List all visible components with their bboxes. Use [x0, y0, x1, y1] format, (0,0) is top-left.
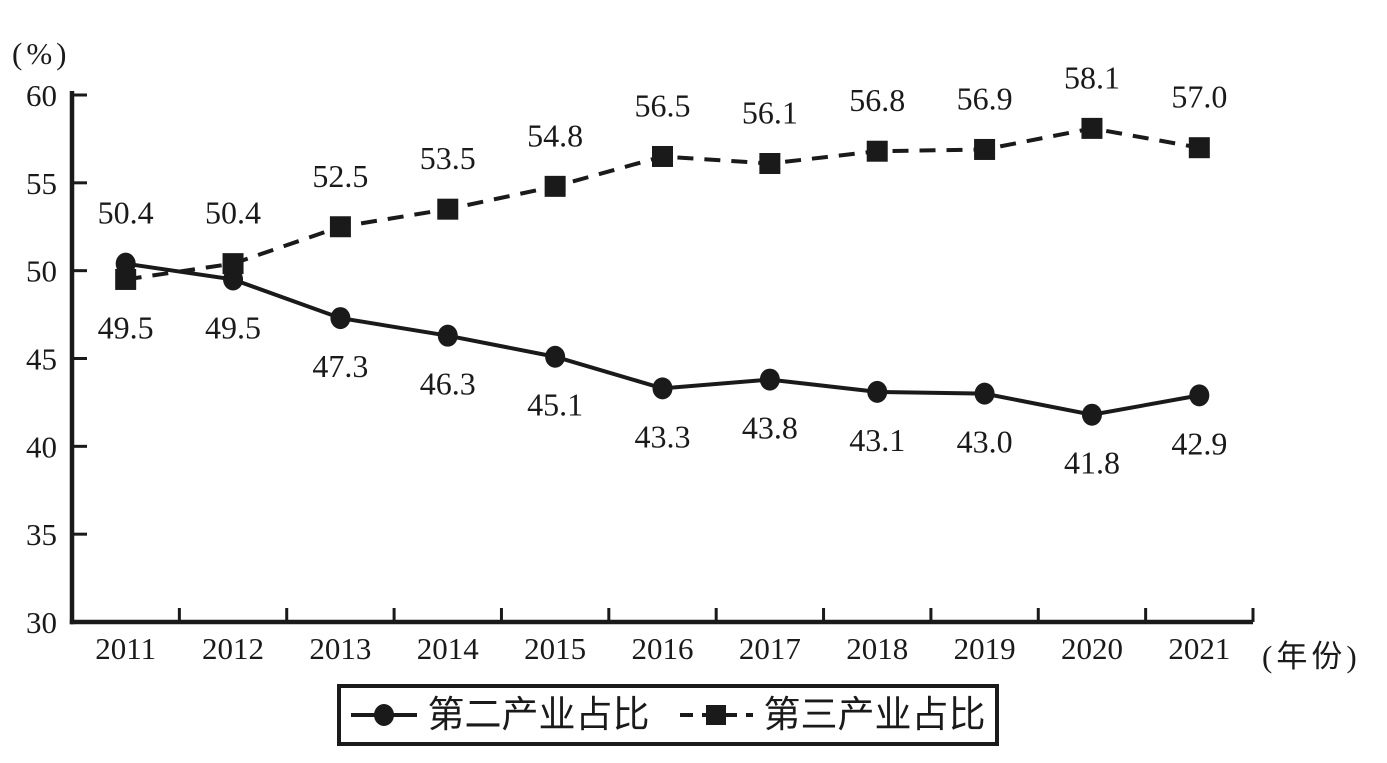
- series-1-data-label: 47.3: [312, 348, 368, 384]
- series-1-data-label: 43.8: [742, 410, 798, 446]
- series-1-marker-circle: [1189, 384, 1210, 407]
- legend-label-tertiary-industry: 第三产业占比: [763, 694, 986, 736]
- y-axis-unit-label: (%): [12, 36, 71, 71]
- series-2-marker-square: [1188, 137, 1210, 159]
- series-1-data-label: 43.0: [957, 424, 1013, 460]
- series-1-data-label: 42.9: [1171, 425, 1227, 461]
- series-1-data-label: 45.1: [527, 387, 583, 423]
- x-category-label: 2017: [739, 631, 801, 666]
- series-2-marker-square: [974, 138, 996, 160]
- legend-label-secondary-industry: 第二产业占比: [427, 694, 650, 736]
- series-1-marker-circle: [330, 307, 351, 330]
- x-category-label: 2014: [417, 631, 480, 666]
- x-category-label: 2019: [954, 631, 1016, 666]
- y-tick-label: 45: [26, 342, 57, 377]
- series-1-data-label: 49.5: [205, 309, 261, 345]
- series-2-data-label: 58.1: [1064, 59, 1120, 95]
- solid-line-circle-marker-icon: [350, 704, 417, 726]
- series-2-marker-square: [1081, 117, 1103, 139]
- series-2-data-label: 56.1: [742, 95, 798, 131]
- x-category-label: 2012: [202, 631, 264, 666]
- series-2-data-label: 53.5: [420, 140, 476, 176]
- series-1-data-label: 46.3: [420, 366, 476, 402]
- y-tick-label: 60: [26, 78, 57, 113]
- series-2-data-label: 56.9: [957, 80, 1013, 116]
- x-category-label: 2020: [1061, 631, 1123, 666]
- dashed-line-square-marker-icon: [679, 705, 753, 725]
- series-2-marker-square: [759, 153, 781, 175]
- series-1-marker-circle: [1081, 403, 1102, 426]
- y-tick-label: 35: [26, 517, 57, 552]
- series-1-data-label: 43.3: [635, 418, 691, 454]
- x-category-label: 2018: [846, 631, 908, 666]
- series-2-marker-square: [329, 216, 351, 238]
- series-1-data-label: 41.8: [1064, 445, 1120, 481]
- series-2-marker-square: [652, 145, 673, 167]
- legend-entry-tertiary-industry: 第三产业占比: [679, 694, 986, 736]
- series-2-data-label: 52.5: [312, 158, 368, 194]
- y-tick-label: 55: [26, 166, 57, 201]
- series-1-data-label: 43.1: [849, 422, 905, 458]
- y-tick-label: 30: [26, 605, 57, 640]
- x-category-label: 2011: [95, 631, 156, 666]
- series-1-marker-circle: [545, 345, 566, 368]
- x-category-label: 2013: [309, 631, 371, 666]
- series-1-marker-circle: [867, 380, 888, 403]
- x-category-label: 2015: [524, 631, 586, 666]
- x-axis-unit-label: (年份): [1262, 639, 1361, 674]
- series-1-marker-circle: [759, 368, 780, 391]
- legend-entry-secondary-industry: 第二产业占比: [350, 694, 650, 736]
- series-1-marker-circle: [437, 324, 458, 347]
- series-2-marker-square: [115, 268, 137, 290]
- series-2-data-label: 50.4: [205, 195, 261, 231]
- series-2-marker-square: [866, 140, 888, 162]
- y-tick-label: 40: [26, 429, 57, 464]
- series-2-marker-square: [437, 198, 459, 220]
- series-2-marker-square: [222, 253, 244, 275]
- series-2-data-label: 57.0: [1171, 79, 1227, 115]
- x-category-label: 2021: [1168, 631, 1230, 666]
- legend-box: 第二产业占比 第三产业占比: [337, 684, 999, 746]
- series-1-marker-circle: [652, 377, 673, 400]
- y-tick-label: 50: [26, 254, 57, 289]
- x-category-label: 2016: [632, 631, 694, 666]
- series-2-data-label: 56.5: [635, 87, 691, 123]
- series-2-data-label: 49.5: [98, 309, 154, 345]
- series-2-data-label: 54.8: [527, 117, 583, 153]
- series-2-marker-square: [544, 175, 566, 197]
- series-2-data-label: 56.8: [849, 82, 905, 118]
- series-1-data-label: 50.4: [98, 195, 154, 231]
- series-1-marker-circle: [974, 382, 995, 405]
